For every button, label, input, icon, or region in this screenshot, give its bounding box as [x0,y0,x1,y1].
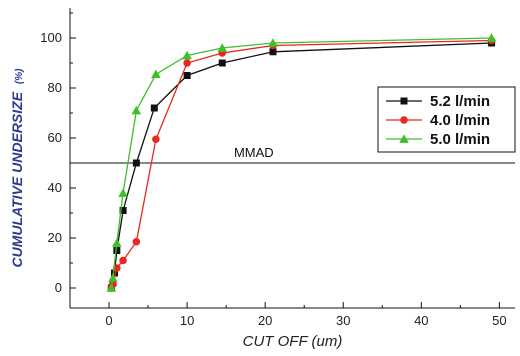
series-line [110,42,492,289]
x-tick-label: 30 [336,313,350,328]
y-tick-label: 20 [48,230,62,245]
mmad-label: MMAD [234,145,274,160]
y-tick-label: 60 [48,130,62,145]
axes: 0 20 40 60 80 100 0 10 20 30 40 50 [40,8,515,328]
data-point [217,43,228,52]
data-point [151,69,161,79]
data-point [269,48,277,56]
data-point [112,238,122,247]
data-point [132,237,141,246]
data-point [113,264,121,272]
data-point [152,135,160,144]
legend-label: 5.2 l/min [430,93,490,110]
data-point [182,50,192,60]
data-point [183,72,191,79]
data-point [106,283,117,292]
y-axis-unit: (%) [14,68,25,84]
data-point [183,59,191,67]
data-point [400,116,408,124]
series-triangle [106,33,497,292]
data-point [150,104,158,112]
y-tick-label: 100 [40,30,62,45]
data-point [268,38,278,47]
x-tick-label: 50 [492,313,506,328]
x-tick-label: 0 [105,313,112,328]
x-tick-label: 40 [414,313,428,328]
data-point [108,273,118,282]
series-line [110,39,492,289]
data-point [399,134,409,143]
legend: 5.2 l/min 4.0 l/min 5.0 l/min [377,86,516,153]
data-point [111,269,118,277]
data-point [400,97,408,105]
data-point [131,105,142,115]
data-point [118,188,128,197]
series-square [107,39,496,292]
y-tick-label: 80 [48,80,62,95]
data-point [113,247,121,254]
data-point [119,207,127,214]
data-point [486,33,497,42]
y-axis-title-text: CUMULATIVE UNDERSIZE [9,91,25,267]
y-tick-label: 0 [55,280,62,295]
data-point [132,159,140,167]
x-axis-title: CUT OFF (um) [243,333,343,350]
y-axis-title: CUMULATIVE UNDERSIZE (%) [9,68,25,268]
series-circle [107,36,496,292]
y-tick-label: 40 [48,180,62,195]
data-point [218,59,226,67]
legend-label: 4.0 l/min [430,112,490,129]
reference-line-group: MMAD [70,145,515,164]
series-line [110,37,492,289]
x-tick-label: 20 [258,313,272,328]
x-tick-label: 10 [180,313,194,328]
legend-label: 5.0 l/min [430,131,490,148]
data-point [119,256,127,265]
series-group [106,33,497,292]
